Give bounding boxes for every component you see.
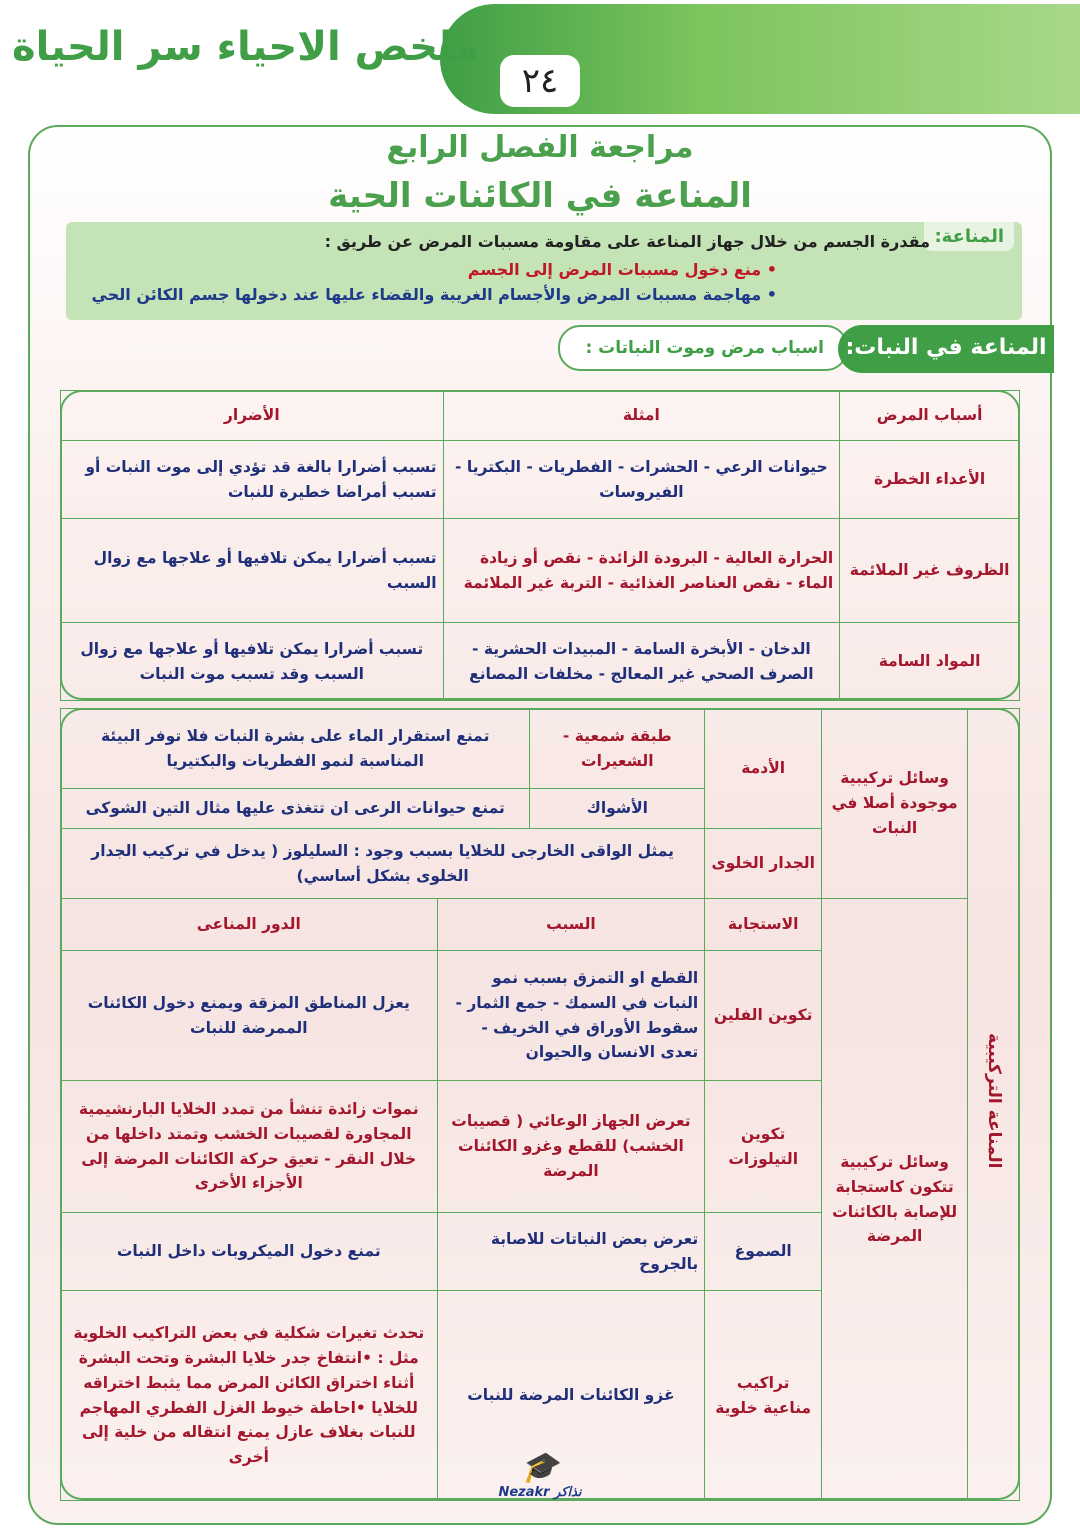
side-label-cell: المناعة التركيبية (967, 708, 1020, 1501)
side-label: المناعة التركيبية (984, 1032, 1005, 1169)
header-role: الدور المناعى (60, 898, 438, 951)
thorns-label: الأشواك (529, 788, 706, 829)
thorns-role: تمنع حيوانات الرعى ان تتغذى عليها مثال ا… (59, 788, 531, 829)
harms-cell: تسبب أضرارا يمكن تلافيها أو علاجها مع زو… (60, 622, 444, 701)
definition-label: المناعة: (924, 222, 1014, 251)
table-row: الأعداء الخطرة حيوانات الرعي - الحشرات -… (60, 440, 1020, 519)
cause-cell: تعرض الجهاز الوعائي ( قصيبات الخشب) للقط… (436, 1080, 706, 1213)
table-row: الأشواك تمنع حيوانات الرعى ان تتغذى عليه… (59, 788, 1020, 829)
response-cell: الصموغ (704, 1212, 823, 1291)
definition-box: المناعة: مقدرة الجسم من خلال جهاز المناع… (66, 222, 1022, 320)
response-cell: تراكيب مناعية خلوية (704, 1290, 823, 1501)
definition-bullet: • مهاجمة مسببات المرض والأجسام الغريبة و… (91, 285, 777, 304)
structural-immunity-table: المناعة التركيبية وسائل تركيبية موجودة أ… (59, 708, 1020, 1501)
table-row: تكوين الفلين القطع او التمزق بسبب نمو ال… (60, 950, 1020, 1081)
chapter-subtitle: المناعة في الكائنات الحية (328, 176, 752, 216)
cause-cell: المواد السامة (839, 622, 1020, 701)
page-header: ملخص الاحياء سر الحياة ٢٤ (0, 0, 1080, 118)
group2-label: وسائل تركيبية تتكون كاستجابة للإصابة بال… (821, 898, 969, 1501)
table-row: الظروف غير الملائمة الحرارة العالية - ال… (60, 518, 1020, 623)
table-row: تكوين التيلوزات تعرض الجهاز الوعائي ( قص… (60, 1080, 1020, 1213)
definition-bullet: • منع دخول مسببات المرض إلى الجسم (467, 260, 777, 279)
section-heading: المناعة في النبات: (838, 325, 1054, 373)
table-row: تراكيب مناعية خلوية غزو الكائنات المرضة … (60, 1290, 1020, 1501)
header-cause: السبب (436, 898, 706, 951)
page-number: ٢٤ (500, 55, 580, 107)
cause-cell: القطع او التمزق بسبب نمو النبات في السمك… (436, 950, 706, 1081)
book-title: ملخص الاحياء سر الحياة (12, 24, 480, 70)
watermark-text: Nezakr نذاكر (498, 1485, 582, 1500)
table-header-row: وسائل تركيبية تتكون كاستجابة للإصابة بال… (60, 898, 1020, 1501)
table-row: المواد السامة الدخان - الأبخرة السامة - … (60, 622, 1020, 701)
graduation-cap-book-icon: 🎓 (521, 1450, 559, 1485)
header-harms: الأضرار (60, 390, 444, 441)
cause-cell: الأعداء الخطرة (839, 440, 1020, 519)
header-examples: امثلة (442, 390, 841, 441)
cause-cell: تعرض بعض النباتات للاصابة بالجروح (436, 1212, 706, 1291)
wax-label: طبقة شمعية - الشعيرات (529, 708, 706, 789)
role-cell: نموات زائدة تنشأ من تمدد الخلايا البارنش… (60, 1080, 438, 1213)
examples-cell: الدخان - الأبخرة السامة - المبيدات الحشر… (442, 622, 841, 701)
response-cell: تكوين الفلين (704, 950, 823, 1081)
wall-role: يمثل الواقى الخارجى للخلايا بسبب وجود : … (59, 828, 706, 899)
harms-cell: تسبب أضرارا يمكن تلافيها أو علاجها مع زو… (60, 518, 444, 623)
harms-cell: تسبب أضرارا بالغة قد تؤدي إلى موت النبات… (60, 440, 444, 519)
subsection-label: اسباب مرض وموت النباتات : (558, 325, 848, 371)
definition-text: مقدرة الجسم من خلال جهاز المناعة على مقا… (324, 232, 930, 251)
role-cell: تمنع دخول الميكروبات داخل النبات (60, 1212, 438, 1291)
header-causes: أسباب المرض (839, 390, 1020, 441)
wall-label: الجدار الخلوى (704, 828, 823, 899)
wax-role: تمنع استقرار الماء على بشرة النبات فلا ت… (59, 708, 531, 789)
cause-cell: الظروف غير الملائمة (839, 518, 1020, 623)
causes-table: أسباب المرض امثلة الأضرار الأعداء الخطرة… (60, 390, 1020, 701)
table-header-row: أسباب المرض امثلة الأضرار (60, 390, 1020, 441)
table-row: الصموغ تعرض بعض النباتات للاصابة بالجروح… (60, 1212, 1020, 1291)
role-cell: يعزل المناطق المزقة ويمنع دخول الكائنات … (60, 950, 438, 1081)
examples-cell: حيوانات الرعي - الحشرات - الفطريات - الب… (442, 440, 841, 519)
chapter-title: مراجعة الفصل الرابع (386, 130, 694, 165)
response-cell: تكوين التيلوزات (704, 1080, 823, 1213)
watermark-logo: 🎓 Nezakr نذاكر (485, 1450, 595, 1525)
epidermis-label: الأدمة (704, 708, 823, 829)
cause-cell: غزو الكائنات المرضة للنبات (436, 1290, 706, 1501)
group1-label: وسائل تركيبية موجودة أصلا في النبات (821, 708, 969, 899)
role-cell: تحدث تغيرات شكلية في بعض التراكيب الخلوي… (60, 1290, 438, 1501)
examples-cell: الحرارة العالية - البرودة الزائدة - نقص … (442, 518, 841, 623)
table-row: المناعة التركيبية وسائل تركيبية موجودة أ… (59, 708, 1020, 1501)
header-response: الاستجابة (704, 898, 823, 951)
